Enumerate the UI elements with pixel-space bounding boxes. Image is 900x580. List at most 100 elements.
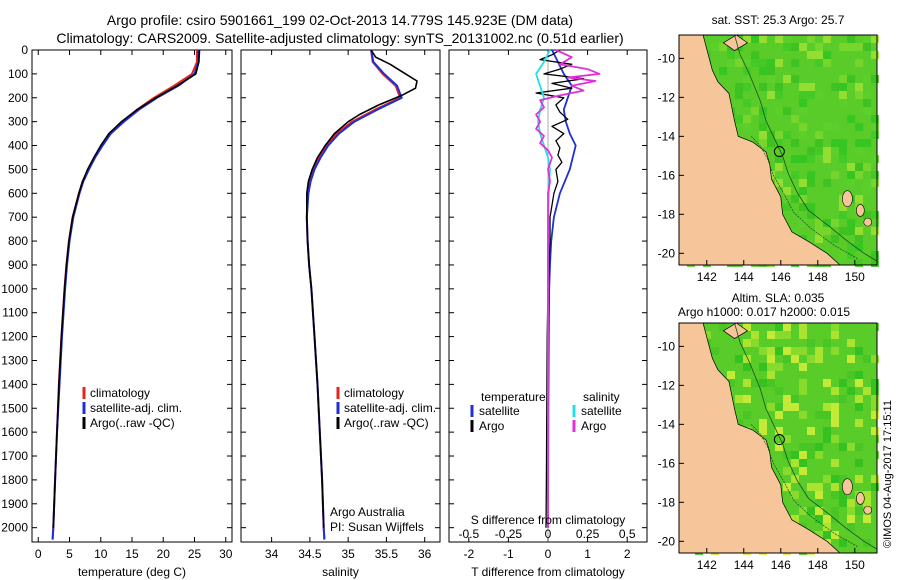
- heat-cell: [855, 475, 863, 483]
- ytick-label: 2000: [1, 521, 28, 535]
- heat-cell: [823, 51, 831, 59]
- heat-cell: [775, 163, 783, 171]
- argo-float-marker: [773, 434, 785, 446]
- heat-cell: [823, 427, 831, 435]
- heat-cell: [839, 83, 847, 91]
- heat-cell: [799, 331, 807, 339]
- stick-label: 0: [545, 527, 552, 541]
- xtick-label-temperature: 25: [188, 547, 202, 561]
- heat-cell: [847, 83, 855, 91]
- stick-label: -0.25: [495, 527, 523, 541]
- map-xtick-label: 142: [697, 270, 717, 284]
- map-xtick-label: 146: [771, 270, 791, 284]
- heat-cell: [831, 507, 839, 515]
- heat-cell: [807, 83, 815, 91]
- map-xtick-label: 148: [808, 558, 828, 572]
- heat-cell: [799, 155, 807, 163]
- ytick-label: 1300: [1, 353, 28, 367]
- heat-cell: [815, 347, 823, 355]
- heat-cell: [759, 347, 767, 355]
- heat-cell: [743, 115, 751, 123]
- heat-cell: [735, 355, 743, 363]
- heat-cell: [807, 91, 815, 99]
- heat-cell: [775, 379, 783, 387]
- heat-cell: [711, 347, 719, 355]
- heat-cell: [831, 83, 839, 91]
- heat-cell: [871, 211, 879, 219]
- heat-cell: [855, 43, 863, 51]
- heat-cell: [815, 51, 823, 59]
- heat-cell: [823, 387, 831, 395]
- heat-cell: [823, 523, 831, 531]
- heat-cell: [783, 451, 791, 459]
- heat-cell: [751, 331, 759, 339]
- heat-cell: [799, 363, 807, 371]
- heat-cell: [831, 123, 839, 131]
- xaxis-label-salinity: salinity: [322, 565, 359, 579]
- heat-cell: [799, 43, 807, 51]
- heat-cell: [783, 35, 791, 43]
- xtick-label-difference: 2: [624, 547, 631, 561]
- xtick-label-salinity: 34.5: [298, 547, 322, 561]
- heat-cell: [767, 355, 775, 363]
- heat-cell: [743, 379, 751, 387]
- heat-cell: [783, 347, 791, 355]
- heat-cell: [839, 75, 847, 83]
- heat-cell: [791, 491, 799, 499]
- heat-cell: [831, 459, 839, 467]
- heat-cell: [783, 435, 791, 443]
- heat-cell: [743, 123, 751, 131]
- heat-cell: [823, 323, 831, 331]
- map-land: [678, 322, 841, 554]
- heat-cell: [855, 163, 863, 171]
- heat-cell: [823, 331, 831, 339]
- map-ytick-label: -14: [658, 129, 676, 143]
- heat-cell: [775, 131, 783, 139]
- heat-cell: [815, 155, 823, 163]
- heat-cell: [759, 139, 767, 147]
- heat-cell: [767, 403, 775, 411]
- heat-cell: [847, 475, 855, 483]
- heat-cell: [863, 107, 871, 115]
- heat-cell: [855, 379, 863, 387]
- heat-cell: [871, 475, 879, 483]
- heat-cell: [767, 331, 775, 339]
- heat-cell: [855, 371, 863, 379]
- heat-cell: [823, 379, 831, 387]
- legend-head-s: salinity: [583, 390, 620, 404]
- map-title: sat. SST: 25.3 Argo: 25.7: [712, 13, 845, 27]
- heat-cell: [743, 75, 751, 83]
- heat-cell: [855, 419, 863, 427]
- heat-cell: [863, 515, 871, 523]
- heat-cell: [831, 491, 839, 499]
- heat-cell: [743, 99, 751, 107]
- map-xtick-label: 150: [845, 270, 865, 284]
- heat-cell: [775, 363, 783, 371]
- map-xtick-label: 142: [697, 558, 717, 572]
- heat-cell: [783, 467, 791, 475]
- heat-cell: [847, 339, 855, 347]
- heat-cell: [847, 171, 855, 179]
- heat-cell: [823, 435, 831, 443]
- heat-cell: [871, 451, 879, 459]
- heat-cell: [799, 443, 807, 451]
- heat-cell: [791, 43, 799, 51]
- heat-cell: [855, 227, 863, 235]
- heat-cell: [839, 323, 847, 331]
- heat-cell: [735, 59, 743, 67]
- heat-cell: [791, 115, 799, 123]
- heat-cell: [855, 235, 863, 243]
- heat-cell: [863, 211, 871, 219]
- map-xtick-label: 146: [771, 558, 791, 572]
- heat-cell: [807, 483, 815, 491]
- annotation-line: PI: Susan Wijffels: [330, 520, 424, 534]
- heat-cell: [839, 419, 847, 427]
- heat-cell: [839, 147, 847, 155]
- heat-cell: [871, 355, 879, 363]
- heat-cell: [727, 59, 735, 67]
- heat-cell: [767, 75, 775, 83]
- heat-cell: [799, 467, 807, 475]
- heat-cell: [839, 491, 847, 499]
- map-land: [722, 34, 749, 52]
- ytick-label: 700: [8, 210, 28, 224]
